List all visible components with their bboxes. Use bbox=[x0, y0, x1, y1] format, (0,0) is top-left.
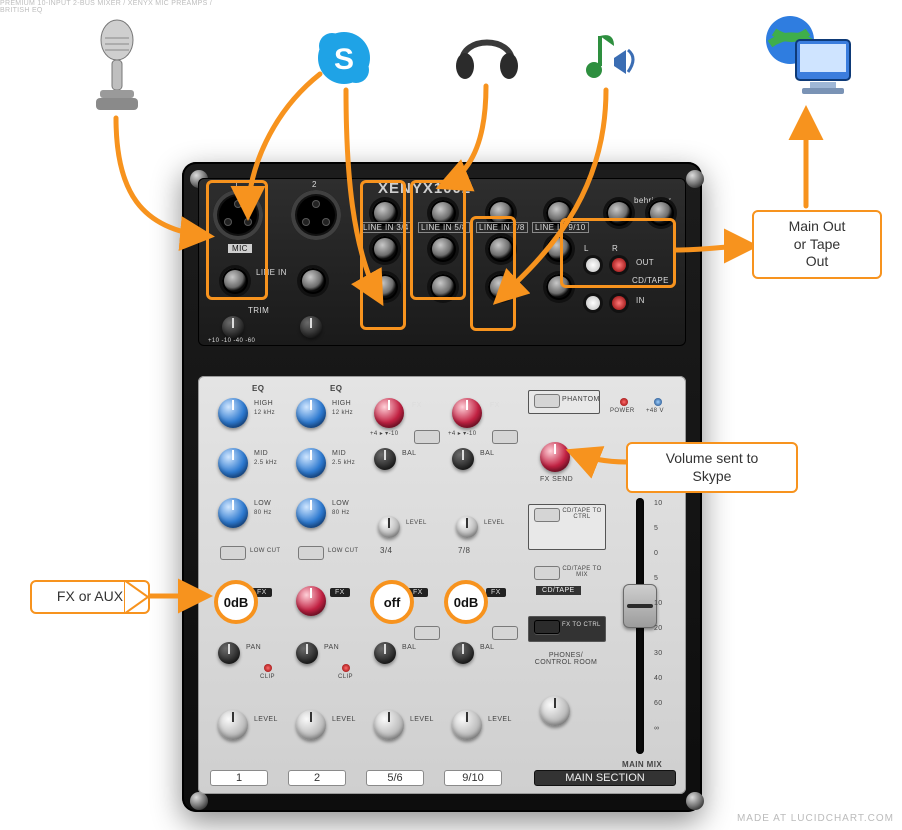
skype-icon: S bbox=[314, 28, 374, 88]
microphone-icon bbox=[82, 18, 152, 118]
bubble-0db-2: 0dB bbox=[444, 580, 488, 624]
credit-label: MADE AT LUCIDCHART.COM bbox=[737, 813, 894, 824]
arrow-headphones bbox=[442, 86, 486, 186]
callout-main-out: Main Out or Tape Out bbox=[752, 210, 882, 279]
arrow-music bbox=[498, 90, 606, 300]
arrows-layer bbox=[0, 0, 902, 830]
arrow-mainout bbox=[676, 246, 752, 250]
svg-text:S: S bbox=[334, 43, 354, 76]
bubble-0db-1: 0dB bbox=[214, 580, 258, 624]
bubble-off: off bbox=[370, 580, 414, 624]
headphones-icon bbox=[452, 22, 522, 84]
arrow-skype-left bbox=[248, 74, 320, 214]
callout-fx-aux-point bbox=[124, 580, 150, 614]
computer-globe-icon bbox=[760, 10, 856, 102]
callout-vol-skype: Volume sent to Skype bbox=[626, 442, 798, 493]
music-speaker-icon bbox=[578, 28, 644, 90]
arrow-mic bbox=[116, 118, 208, 236]
arrow-skype-down bbox=[346, 90, 380, 300]
arrow-volskype bbox=[572, 452, 626, 462]
